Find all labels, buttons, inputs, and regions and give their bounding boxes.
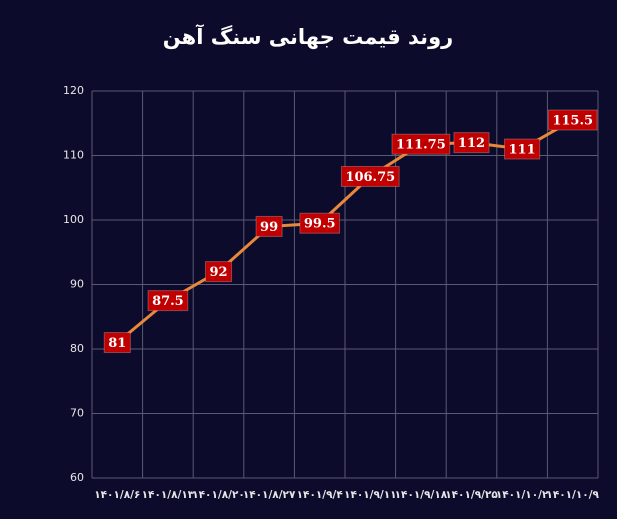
x-tick-label: ۱۴۰۱/۹/۴ — [297, 489, 344, 501]
value-label: 81 — [108, 336, 126, 351]
y-tick-label: 70 — [70, 407, 84, 420]
value-label-box — [391, 133, 451, 155]
value-label-box — [147, 290, 189, 312]
y-tick-label: 90 — [70, 278, 84, 291]
value-label: 87.5 — [152, 294, 184, 309]
x-tick-label: ۱۴۰۱/۹/۱۸ — [395, 489, 448, 501]
y-tick-label: 80 — [70, 342, 84, 355]
x-tick-label: ۱۴۰۱/۸/۲۷ — [243, 489, 296, 501]
value-label: 106.75 — [345, 170, 395, 185]
value-label-box — [504, 138, 541, 160]
value-label: 111.75 — [396, 138, 446, 153]
value-label: 92 — [209, 265, 227, 280]
chart-title: روند قیمت جهانی سنگ آهن — [163, 24, 453, 49]
y-tick-label: 120 — [63, 84, 84, 97]
y-tick-label: 110 — [63, 149, 84, 162]
x-tick-label: ۱۴۰۱/۸/۲۰ — [192, 489, 245, 501]
data-line — [116, 118, 574, 344]
value-label-box — [103, 332, 131, 354]
value-label-box — [340, 165, 400, 187]
x-tick-label: ۱۴۰۱/۱۰/۲ — [496, 489, 549, 501]
value-label: 111 — [509, 143, 536, 158]
value-label-box — [204, 261, 233, 283]
value-label: 115.5 — [552, 114, 593, 129]
y-tick-label: 60 — [70, 471, 84, 484]
y-tick-label: 100 — [63, 213, 84, 226]
value-label-box — [299, 212, 341, 234]
x-tick-label: ۱۴۰۱/۸/۶ — [94, 489, 140, 501]
x-tick-label: ۱۴۰۱/۹/۲۵ — [445, 489, 498, 501]
x-tick-label: ۱۴۰۱/۹/۱۱ — [344, 489, 397, 501]
value-label-box — [255, 215, 283, 237]
value-label: 112 — [458, 136, 485, 151]
value-label: 99.5 — [304, 217, 336, 232]
value-label-box — [453, 132, 490, 154]
value-label-box — [547, 109, 598, 131]
x-tick-label: ۱۴۰۱/۱۰/۹ — [546, 489, 599, 501]
x-tick-label: ۱۴۰۱/۸/۱۳ — [142, 489, 195, 501]
value-label: 99 — [260, 220, 278, 235]
